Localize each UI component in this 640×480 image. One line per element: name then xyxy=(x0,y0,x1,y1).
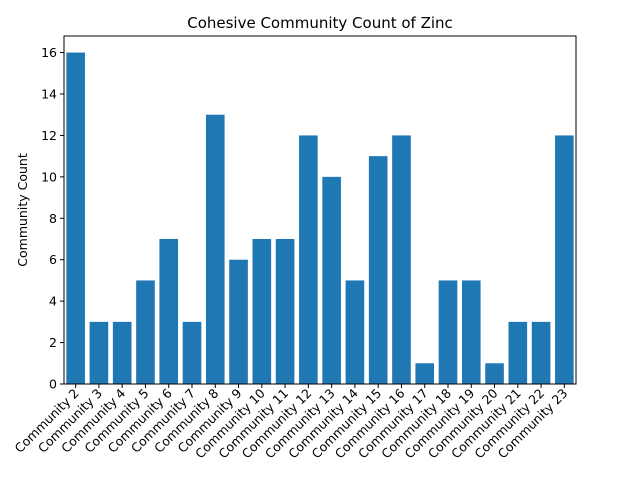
bar-community-13 xyxy=(322,176,341,384)
bar-community-11 xyxy=(275,239,295,384)
y-tick-label: 12 xyxy=(41,128,57,143)
bar-community-22 xyxy=(531,321,551,384)
bar-community-10 xyxy=(252,239,272,384)
bar-community-9 xyxy=(229,259,248,384)
bars-group xyxy=(66,52,574,385)
bar-community-12 xyxy=(299,135,318,384)
bar-community-18 xyxy=(438,280,458,384)
y-tick-label: 14 xyxy=(41,87,57,102)
bar-community-16 xyxy=(392,135,411,384)
bar-community-21 xyxy=(508,321,528,384)
y-tick-label: 4 xyxy=(49,294,57,309)
bar-community-19 xyxy=(461,280,481,384)
bar-community-20 xyxy=(485,363,504,384)
bar-community-5 xyxy=(136,280,155,384)
y-axis-label: Community Count xyxy=(15,153,30,267)
bar-community-2 xyxy=(66,52,85,384)
bar-community-17 xyxy=(415,363,435,384)
bar-community-7 xyxy=(182,321,202,384)
y-tick-label: 8 xyxy=(49,211,57,226)
bar-community-15 xyxy=(368,156,388,384)
chart-title: Cohesive Community Count of Zinc xyxy=(187,14,453,32)
bar-community-23 xyxy=(555,135,574,384)
bar-community-3 xyxy=(89,321,109,384)
y-tick-label: 6 xyxy=(49,252,57,267)
bar-community-6 xyxy=(159,239,179,384)
y-axis: 0 2 4 6 8 10 12 14 16 xyxy=(41,45,64,392)
plot-frame xyxy=(63,35,577,385)
y-tick-label: 16 xyxy=(41,45,57,60)
bar-community-8 xyxy=(205,114,225,385)
y-tick-label: 10 xyxy=(41,169,57,184)
bar-community-4 xyxy=(112,321,132,384)
y-tick-label: 0 xyxy=(49,377,57,392)
y-tick-label: 2 xyxy=(49,335,57,350)
bar-community-14 xyxy=(345,280,365,384)
